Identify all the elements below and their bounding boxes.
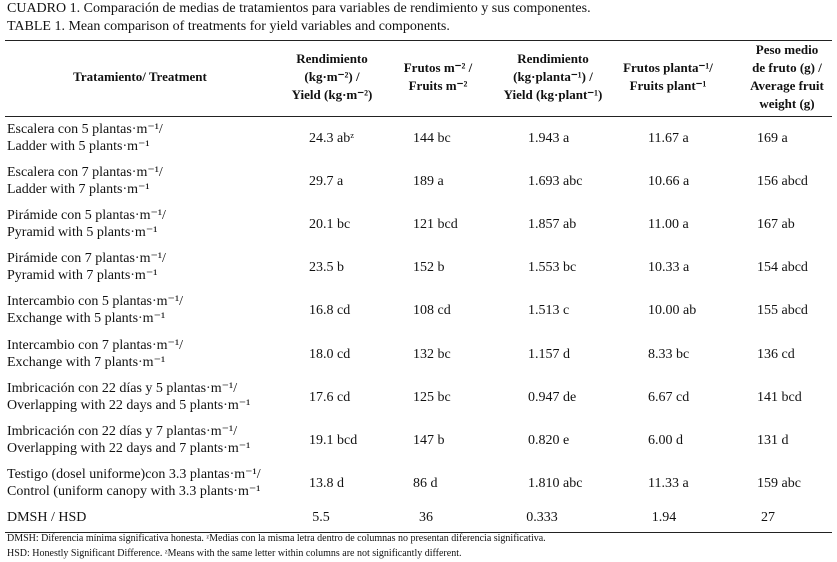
- cell: 19.1 bcd: [309, 432, 358, 448]
- header-cell: Yield (kg·m⁻²): [291, 87, 373, 102]
- hsd-cell: 0.333: [526, 510, 558, 525]
- treatment: Imbricación con 22 días y 7 plantas·m⁻¹/: [7, 423, 238, 439]
- rule: [5, 40, 832, 41]
- cell: 6.00 d: [648, 432, 683, 448]
- cell: 132 bc: [413, 346, 451, 362]
- cell: 121 bcd: [413, 217, 458, 233]
- cell: 147 b: [413, 432, 445, 448]
- footnote: HSD: Honestly Significant Difference. ᶻM…: [7, 548, 462, 559]
- hsd-cell: 36: [419, 510, 433, 525]
- treatment: Testigo (dosel uniforme)con 3.3 plantas·…: [7, 466, 261, 482]
- header-cell: Yield (kg·plant⁻¹): [503, 87, 603, 102]
- treatment: Exchange with 5 plants·m⁻¹: [7, 311, 166, 327]
- cell: 154 abcd: [757, 260, 808, 276]
- cell: 156 abcd: [757, 174, 808, 190]
- cell: 169 a: [757, 131, 788, 146]
- cell: 0.820 e: [528, 432, 570, 448]
- cell: 108 cd: [413, 303, 451, 319]
- cell: 1.513 c: [528, 303, 570, 319]
- cell: 8.33 bc: [648, 346, 690, 362]
- cell: 0.947 de: [528, 389, 577, 405]
- treatment: Intercambio con 7 plantas·m⁻¹/: [7, 337, 184, 353]
- cell: 141 bcd: [757, 389, 802, 405]
- cell: 24.3 abᶻ: [309, 131, 355, 146]
- header-cell: Rendimiento: [517, 51, 589, 66]
- rule: [5, 116, 832, 117]
- cell: 1.553 bc: [528, 260, 577, 276]
- header-cell: Fruits m⁻²: [408, 78, 468, 93]
- cell: 6.67 cd: [648, 389, 690, 405]
- header-cell: (kg·m⁻²) /: [304, 69, 360, 84]
- treatment: Control (uniform canopy with 3.3 plants·…: [7, 483, 261, 499]
- treatment: Escalera con 5 plantas·m⁻¹/: [7, 122, 163, 137]
- treatment: Pirámide con 5 plantas·m⁻¹/: [7, 208, 166, 224]
- header-cell: (kg·planta⁻¹) /: [513, 69, 593, 84]
- treatment: Exchange with 7 plants·m⁻¹: [7, 354, 166, 370]
- treatment: Escalera con 7 plantas·m⁻¹/: [7, 165, 163, 181]
- cell: 11.33 a: [648, 475, 689, 491]
- cell: 10.66 a: [648, 174, 690, 190]
- cell: 10.33 a: [648, 260, 690, 276]
- cell: 17.6 cd: [309, 389, 351, 405]
- header-cell: Fruits plant⁻¹: [629, 78, 707, 93]
- cell: 13.8 d: [309, 475, 344, 491]
- treatment: Pyramid with 5 plants·m⁻¹: [7, 225, 158, 241]
- treatment: Overlapping with 22 days and 5 plants·m⁻…: [7, 397, 251, 413]
- cell: 1.693 abc: [528, 174, 583, 190]
- cell: 167 ab: [757, 217, 795, 233]
- footnote: DMSH: Diferencia mínima significativa ho…: [7, 533, 546, 544]
- cell: 29.7 a: [309, 174, 344, 190]
- treatment: Overlapping with 22 days and 7 plants·m⁻…: [7, 440, 251, 456]
- cell: 11.00 a: [648, 217, 689, 233]
- cell: 1.157 d: [528, 346, 570, 362]
- rule: [5, 532, 832, 533]
- cell: 1.857 ab: [528, 217, 577, 233]
- cell: 23.5 b: [309, 260, 344, 276]
- cell: 1.810 abc: [528, 475, 583, 491]
- header-cell: de fruto (g) /: [752, 60, 822, 75]
- header-cell: Frutos m⁻² /: [403, 60, 473, 75]
- header-cell: weight (g): [759, 96, 815, 111]
- treatment: Imbricación con 22 días y 5 plantas·m⁻¹/: [7, 380, 238, 396]
- cell: 125 bc: [413, 389, 451, 405]
- hsd-label: DMSH / HSD: [7, 510, 87, 525]
- treatment: Intercambio con 5 plantas·m⁻¹/: [7, 294, 184, 310]
- treatment: Ladder with 7 plants·m⁻¹: [7, 182, 150, 198]
- cell: 155 abcd: [757, 303, 808, 319]
- header-cell: Rendimiento: [296, 51, 368, 66]
- cell: 10.00 ab: [648, 303, 697, 319]
- hsd-cell: 1.94: [651, 510, 677, 525]
- caption-es: CUADRO 1. Comparación de medias de trata…: [7, 1, 591, 16]
- cell: 1.943 a: [528, 131, 570, 146]
- cell: 16.8 cd: [309, 303, 351, 319]
- caption-en: TABLE 1. Mean comparison of treatments f…: [7, 19, 450, 34]
- cell: 131 d: [757, 432, 789, 448]
- cell: 152 b: [413, 260, 445, 276]
- header-cell: Average fruit: [750, 78, 824, 93]
- cell: 136 cd: [757, 346, 795, 362]
- cell: 86 d: [413, 475, 438, 491]
- header-cell: Peso medio: [755, 42, 819, 57]
- treatment: Pyramid with 7 plants·m⁻¹: [7, 268, 158, 284]
- cell: 20.1 bc: [309, 217, 351, 233]
- cell: 189 a: [413, 174, 444, 190]
- header-cell: Frutos planta⁻¹/: [623, 60, 713, 75]
- cell: 18.0 cd: [309, 346, 351, 362]
- header-cell: Tratamiento/ Treatment: [73, 69, 207, 84]
- hsd-cell: 27: [761, 510, 775, 525]
- cell: 11.67 a: [648, 131, 689, 146]
- treatment: Ladder with 5 plants·m⁻¹: [7, 139, 150, 154]
- cell: 159 abc: [757, 475, 801, 491]
- treatment: Pirámide con 7 plantas·m⁻¹/: [7, 251, 166, 267]
- hsd-cell: 5.5: [312, 510, 330, 525]
- cell: 144 bc: [413, 131, 451, 146]
